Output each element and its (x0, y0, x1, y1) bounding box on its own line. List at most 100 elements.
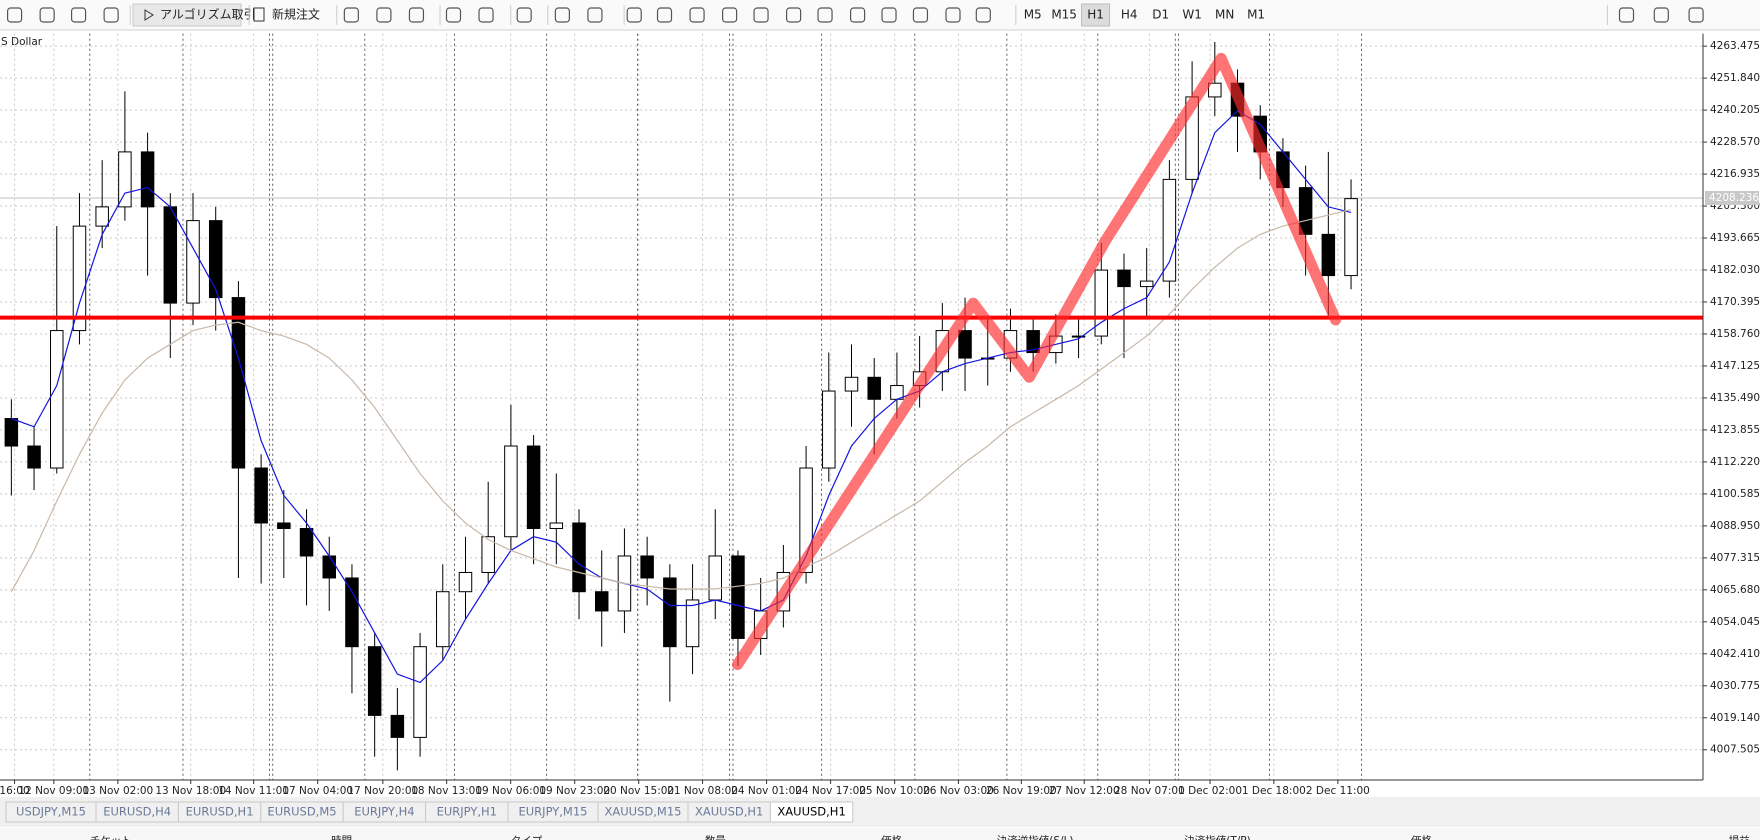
tab-label: EURUSD,M5 (267, 805, 336, 819)
candle-body (390, 714, 405, 738)
timeframe-button[interactable]: MN (1215, 8, 1234, 22)
toolbar-icon (408, 7, 425, 23)
y-tick-label: 4251.840 (1710, 72, 1760, 84)
timeframe-button[interactable]: W1 (1182, 8, 1202, 22)
tab-label: EURJPY,M15 (519, 805, 588, 819)
candle-body (322, 555, 336, 579)
y-tick-label: 4077.315 (1710, 552, 1760, 564)
order-icon (253, 7, 265, 22)
x-tick-label: 17 Nov 20:00 (347, 785, 418, 797)
x-tick-label: 24 Nov 01:00 (731, 785, 802, 797)
toolbar (0, 0, 1760, 30)
x-tick-label: 26 Nov 03:00 (923, 785, 994, 797)
x-tick-label: 18 Nov 13:00 (411, 785, 482, 797)
y-tick-label: 4170.395 (1710, 296, 1760, 308)
candle-body (572, 522, 586, 593)
candle-body (208, 220, 223, 299)
algo-button[interactable] (132, 3, 242, 27)
candle-body (526, 445, 541, 529)
timeframe-button[interactable]: M1 (1247, 8, 1265, 22)
toolbar-icon (6, 7, 23, 23)
toolbar-icon (689, 7, 705, 23)
tab-label: EURJPY,H1 (437, 805, 497, 819)
toolbar-icon (376, 7, 392, 23)
y-tick-label: 4088.950 (1710, 520, 1760, 532)
candle-body (640, 555, 654, 579)
column-header: 価格 (1411, 834, 1433, 840)
x-tick-label: 25 Nov 10:00 (859, 785, 930, 797)
y-tick-label: 4054.045 (1710, 616, 1760, 628)
candle-body (1344, 198, 1358, 277)
candle-body (594, 591, 609, 612)
x-tick-label: 12 Nov 09:00 (18, 785, 89, 797)
candle-body (436, 591, 450, 648)
toolbar-icon (849, 7, 866, 23)
toolbar-icon (975, 7, 991, 23)
candle-body (458, 571, 473, 593)
candle-body (50, 330, 64, 469)
candle-body (163, 206, 178, 304)
x-tick-label: 16:00 (0, 785, 30, 797)
candle-body (413, 646, 427, 738)
toolbar-icon (656, 7, 673, 23)
toolbar-icon (1618, 7, 1635, 23)
candle-body (549, 522, 564, 529)
candle-body (958, 330, 972, 359)
x-tick-label: 1 Dec 02:00 (1178, 785, 1242, 797)
x-tick-label: 13 Nov 02:00 (82, 785, 153, 797)
y-tick-label: 4216.935 (1710, 168, 1760, 180)
y-tick-label: 4007.505 (1710, 744, 1760, 756)
candle-body (1162, 178, 1177, 282)
column-header: 価格 (881, 834, 902, 840)
tab-label: EURUSD,H4 (103, 805, 171, 819)
toolbar-icon (103, 7, 119, 23)
x-tick-label: 19 Nov 23:00 (539, 785, 610, 797)
tab-label: XAUUSD,H1 (695, 805, 763, 819)
candle-body (1298, 187, 1313, 235)
toolbar-icon (343, 7, 359, 23)
moving-average (10, 209, 1352, 592)
y-tick-label: 4147.125 (1710, 360, 1760, 372)
candle-body (731, 555, 745, 639)
column-header: 決済逆指値(S/L) (997, 834, 1074, 840)
y-tick-label: 4042.410 (1710, 648, 1760, 660)
algo-label: アルゴリズム取引 (160, 7, 256, 22)
candle-body (504, 445, 518, 538)
timeframe-button[interactable]: M5 (1024, 8, 1042, 22)
candle-body (867, 376, 881, 400)
chart-tab[interactable] (769, 801, 854, 823)
toolbar-icon (817, 7, 833, 23)
timeframe-button[interactable]: H4 (1121, 8, 1138, 22)
x-tick-label: 13 Nov 18:00 (155, 785, 226, 797)
candle-body (481, 536, 495, 573)
y-tick-label: 4135.490 (1710, 392, 1760, 404)
x-tick-label: 24 Nov 17:00 (795, 785, 866, 797)
x-tick-label: 19 Nov 06:00 (475, 785, 546, 797)
candle-body (186, 220, 200, 304)
x-tick-label: 28 Nov 07:00 (1114, 785, 1185, 797)
current-price-box (1705, 190, 1759, 205)
toolbar-icon (516, 7, 532, 23)
y-tick-label: 4193.665 (1710, 232, 1760, 244)
candle-body (140, 151, 155, 208)
symbol-label: S Dollar (1, 36, 43, 48)
timeframe-button[interactable]: H1 (1087, 8, 1104, 22)
y-tick-label: 4228.570 (1710, 136, 1760, 148)
y-tick-label: 4123.855 (1710, 424, 1760, 436)
timeframe-button[interactable]: M15 (1051, 8, 1077, 22)
candle-body (663, 577, 677, 648)
chart-area (0, 31, 1760, 781)
candle-body (844, 376, 859, 392)
y-tick-label: 4019.140 (1710, 712, 1760, 724)
zigzag-trendline (732, 52, 1342, 671)
candle-body (277, 522, 291, 529)
timeframe-button[interactable]: D1 (1152, 8, 1169, 22)
x-tick-label: 26 Nov 19:00 (986, 785, 1057, 797)
x-tick-label: 1 Dec 18:00 (1242, 785, 1306, 797)
toolbar-icon (626, 7, 642, 23)
candle-body (1117, 269, 1131, 288)
toolbar-icon (753, 7, 769, 23)
candle-body (95, 206, 109, 227)
y-tick-label: 4065.680 (1710, 584, 1760, 596)
new-order-label: 新規注文 (272, 7, 320, 22)
